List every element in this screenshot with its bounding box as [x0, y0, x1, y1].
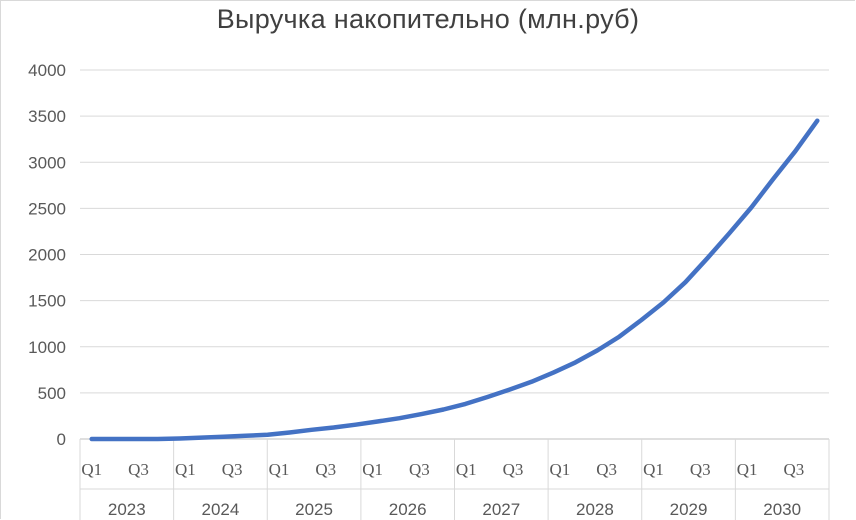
y-tick-label: 4000	[28, 61, 66, 80]
x-year-label: 2023	[108, 500, 146, 519]
x-tick-label-q3: Q3	[409, 460, 430, 479]
y-tick-label: 3000	[28, 153, 66, 172]
series-line-revenue	[89, 118, 820, 442]
x-year-label: 2026	[389, 500, 427, 519]
x-tick-label-q3: Q3	[503, 460, 524, 479]
x-tick-label-q3: Q3	[222, 460, 243, 479]
x-tick-label-q3: Q3	[690, 460, 711, 479]
series-layer	[89, 118, 820, 442]
y-tick-label: 500	[38, 384, 66, 403]
y-tick-label: 1500	[28, 292, 66, 311]
x-tick-label-q3: Q3	[596, 460, 617, 479]
y-tick-label: 0	[57, 430, 66, 449]
x-tick-label-q1: Q1	[81, 460, 102, 479]
x-tick-label-q1: Q1	[175, 460, 196, 479]
gridlines	[80, 69, 829, 394]
x-year-label: 2025	[295, 500, 333, 519]
x-tick-label-q1: Q1	[643, 460, 664, 479]
x-tick-label-q3: Q3	[315, 460, 336, 479]
x-year-label: 2029	[670, 500, 708, 519]
y-tick-label: 1000	[28, 338, 66, 357]
x-tick-label-q1: Q1	[549, 460, 570, 479]
x-tick-label-q3: Q3	[128, 460, 149, 479]
x-tick-label-q1: Q1	[269, 460, 290, 479]
x-axis: Q1 Q3 2023 Q1 Q3 2024 Q1 Q3 2025 Q1 Q3 2026 Q1 Q3 2027…	[79, 438, 830, 520]
y-tick-label: 3500	[28, 107, 66, 126]
x-year-label: 2030	[763, 500, 801, 519]
x-tick-label-q1: Q1	[456, 460, 477, 479]
y-tick-label: 2000	[28, 246, 66, 265]
y-axis-labels: 0 500 1000 1500 2000 2500 3000 3500 4000	[28, 61, 66, 449]
x-year-label: 2028	[576, 500, 614, 519]
x-year-label: 2027	[482, 500, 520, 519]
x-tick-label-q1: Q1	[362, 460, 383, 479]
x-tick-label-q3: Q3	[784, 460, 805, 479]
chart-title: Выручка накопительно (млн.руб)	[216, 4, 640, 34]
y-tick-label: 2500	[28, 199, 66, 218]
x-tick-label-q1: Q1	[737, 460, 758, 479]
x-year-label: 2024	[202, 500, 240, 519]
